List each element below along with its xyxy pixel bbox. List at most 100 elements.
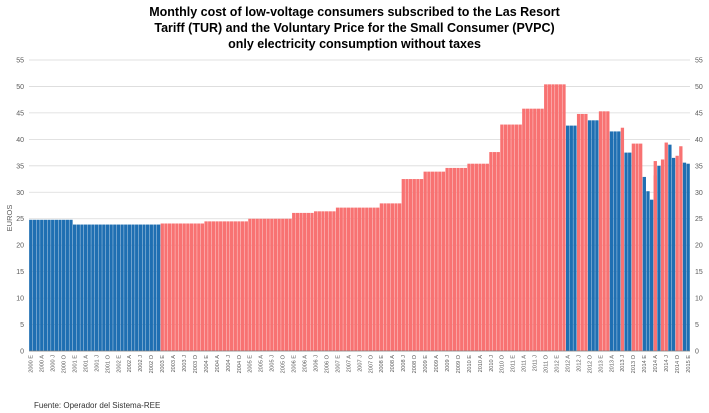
x-tick-label: 2003 O	[193, 354, 199, 373]
x-tick-label: 2010 A	[478, 355, 484, 373]
x-tick-label: 2011 E	[511, 355, 517, 373]
bar-red	[452, 167, 457, 351]
bar-blue	[617, 131, 621, 351]
x-tick-label: 2001 A	[83, 355, 89, 373]
y-tick-label-left: 35	[16, 163, 24, 170]
x-tick-label: 2009 O	[456, 354, 462, 373]
x-tick-label: 2009 E	[423, 355, 429, 373]
bar-red	[507, 124, 511, 351]
bar-blue	[595, 120, 599, 351]
y-tick-label-left: 30	[16, 190, 24, 197]
y-tick-label-left: 25	[16, 216, 24, 223]
bar-red	[284, 218, 289, 351]
bar-blue	[94, 224, 99, 351]
y-tick-label-right: 20	[695, 243, 703, 250]
bar-blue	[54, 219, 59, 351]
bar-red	[361, 207, 365, 351]
bar-red	[339, 207, 343, 351]
x-tick-label: 2000 A	[40, 355, 46, 373]
y-tick-label-left: 15	[16, 269, 24, 276]
bar-blue	[83, 224, 88, 351]
bar-blue	[109, 224, 113, 351]
bar-blue	[138, 224, 143, 351]
y-tick-label-left: 5	[20, 322, 24, 329]
x-tick-label: 2014 E	[642, 355, 648, 373]
bar-red	[186, 223, 190, 351]
bar-red	[354, 207, 358, 351]
bar-red	[489, 152, 493, 351]
bar-blue	[116, 224, 121, 351]
bar-blue	[131, 224, 135, 351]
y-tick-label-left: 40	[16, 137, 24, 144]
bar-red	[259, 218, 263, 351]
bar-red	[639, 143, 643, 351]
chart-title-line-2: Tariff (TUR) and the Voluntary Price for…	[154, 21, 555, 35]
y-tick-label-right: 50	[695, 84, 703, 91]
bar-red	[401, 179, 405, 351]
bar-blue	[569, 125, 573, 351]
bar-red	[211, 221, 216, 351]
bar-red	[456, 167, 460, 351]
bar-red	[240, 221, 245, 351]
bar-red	[222, 221, 227, 351]
bar-red	[255, 218, 259, 351]
x-tick-label: 2013 E	[598, 355, 604, 373]
y-tick-label-right: 25	[695, 216, 703, 223]
bar-red	[167, 223, 172, 351]
bar-red	[463, 167, 468, 351]
x-tick-label: 2000 J	[51, 355, 57, 372]
bar-red	[427, 171, 431, 351]
bar-red	[332, 211, 336, 351]
bar-blue	[87, 224, 91, 351]
bar-blue	[146, 224, 150, 351]
x-tick-label: 2005 O	[281, 354, 287, 373]
bar-red	[189, 223, 194, 351]
bar-blue	[149, 224, 153, 351]
bar-red	[343, 207, 347, 351]
bar-red	[288, 218, 292, 351]
bar-red	[266, 218, 270, 351]
bar-red	[321, 211, 325, 351]
bar-red	[390, 203, 394, 351]
bar-red	[226, 221, 230, 351]
bar-red	[237, 221, 241, 351]
bar-blue	[105, 224, 110, 351]
bar-red	[503, 124, 508, 351]
bar-blue	[682, 162, 687, 351]
bar-blue	[642, 176, 646, 351]
bar-red	[474, 163, 478, 351]
bar-blue	[36, 219, 40, 351]
bar-red	[631, 143, 636, 351]
x-tick-label: 2010 E	[467, 355, 473, 373]
x-tick-label: 2006 E	[292, 355, 298, 373]
x-tick-label: 2001 J	[94, 355, 100, 372]
x-tick-label: 2003 A	[171, 355, 177, 373]
x-tick-label: 2008 A	[390, 355, 396, 373]
bar-red	[544, 84, 548, 351]
x-tick-label: 2006 O	[324, 354, 330, 373]
bar-blue	[69, 219, 73, 351]
y-tick-label-left: 20	[16, 243, 24, 250]
bar-red	[529, 108, 533, 351]
bar-red	[387, 203, 391, 351]
bar-red	[299, 212, 303, 351]
bar-red	[518, 124, 522, 351]
bar-red	[525, 108, 530, 351]
bar-blue	[124, 224, 128, 351]
x-tick-label: 2008 J	[401, 355, 407, 372]
bar-blue	[43, 219, 48, 351]
x-tick-label: 2009 A	[434, 355, 440, 373]
x-tick-label: 2002 A	[127, 355, 133, 373]
bar-red	[281, 218, 285, 351]
x-tick-label: 2006 A	[303, 355, 309, 373]
bar-red	[580, 113, 584, 351]
bar-red	[430, 171, 435, 351]
bar-blue	[47, 219, 51, 351]
bar-red	[467, 163, 471, 351]
bar-red	[598, 111, 603, 352]
x-tick-label: 2007 O	[368, 354, 374, 373]
bar-blue	[587, 120, 592, 351]
bar-red	[478, 163, 482, 351]
bar-red	[660, 159, 665, 351]
bar-red	[551, 84, 555, 351]
